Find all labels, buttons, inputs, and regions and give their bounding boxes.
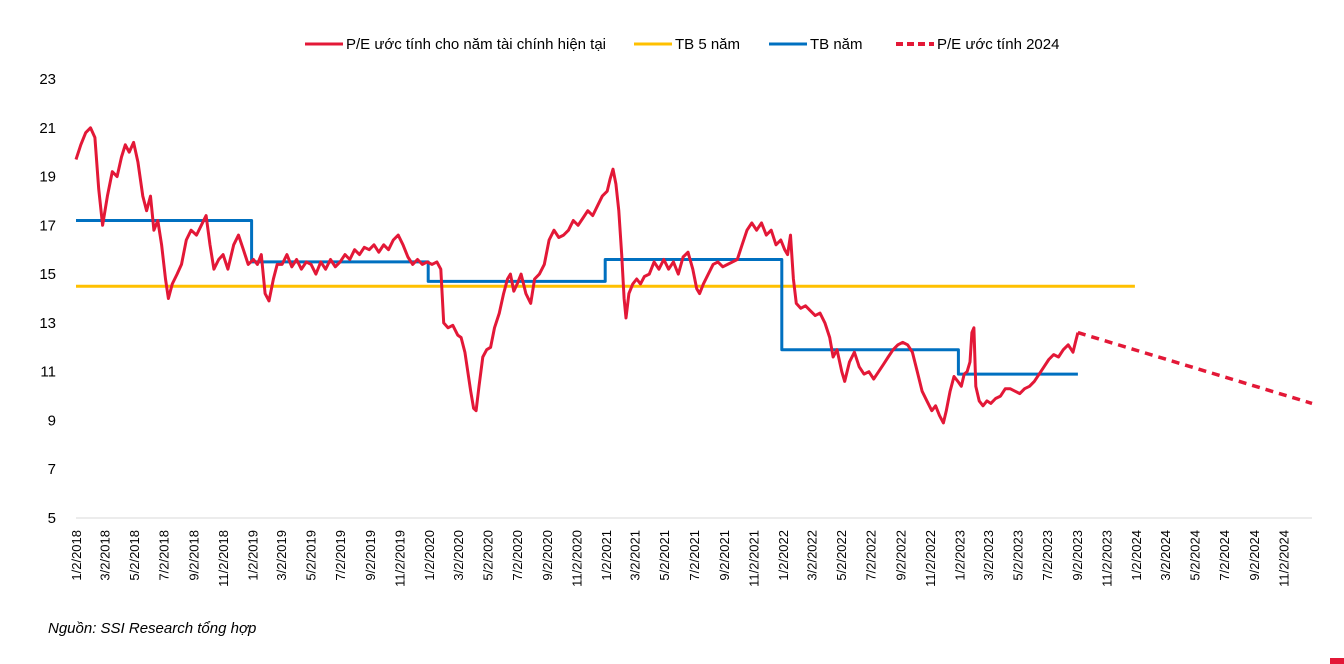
y-tick-label: 5	[48, 510, 56, 527]
x-tick-label: 1/2/2021	[599, 530, 614, 581]
x-tick-label: 11/2/2020	[570, 530, 585, 587]
x-tick-label: 9/2/2023	[1070, 530, 1085, 581]
x-tick-label: 1/2/2020	[422, 530, 437, 581]
x-tick-label: 9/2/2021	[717, 530, 732, 581]
x-tick-label: 7/2/2024	[1217, 530, 1232, 581]
x-tick-label: 7/2/2021	[687, 530, 702, 581]
x-tick-label: 9/2/2019	[363, 530, 378, 581]
x-tick-label: 5/2/2021	[657, 530, 672, 581]
legend-label: TB 5 năm	[675, 36, 740, 53]
y-axis: 5 7 9 11 13 15 17 19 21 23	[39, 71, 1312, 527]
x-tick-label: 1/2/2023	[952, 530, 967, 581]
x-tick-label: 3/2/2019	[274, 530, 289, 581]
series-line-3	[1077, 330, 1313, 406]
x-tick-label: 1/2/2022	[776, 530, 791, 581]
y-tick-label: 21	[39, 120, 56, 137]
plot-area	[74, 126, 1313, 425]
x-tick-label: 7/2/2022	[863, 530, 878, 581]
x-tick-label: 3/2/2020	[451, 530, 466, 581]
y-tick-label: 11	[40, 364, 56, 381]
x-tick-label: 7/2/2023	[1040, 530, 1055, 581]
x-tick-label: 7/2/2020	[510, 530, 525, 581]
x-tick-label: 5/2/2024	[1187, 530, 1202, 581]
x-tick-label: 7/2/2019	[333, 530, 348, 581]
x-tick-label: 1/2/2019	[246, 530, 261, 581]
y-tick-label: 23	[39, 71, 56, 88]
x-tick-label: 3/2/2022	[804, 530, 819, 581]
brand-corner-mark	[1330, 658, 1344, 664]
x-tick-label: 5/2/2022	[834, 530, 849, 581]
x-tick-label: 5/2/2020	[481, 530, 496, 581]
x-tick-label: 11/2/2024	[1276, 530, 1291, 587]
x-tick-label: 11/2/2023	[1099, 530, 1114, 587]
x-tick-label: 9/2/2020	[540, 530, 555, 581]
x-tick-label: 9/2/2022	[893, 530, 908, 581]
legend-label: TB năm	[810, 36, 863, 53]
legend-label: P/E ước tính cho năm tài chính hiện tại	[346, 36, 606, 53]
x-tick-label: 11/2/2021	[746, 530, 761, 587]
series-line-2	[76, 219, 1078, 376]
x-axis: 1/2/2018 3/2/2018 5/2/2018 7/2/2018 9/2/2018…	[69, 530, 1291, 587]
x-tick-label: 9/2/2024	[1247, 530, 1262, 581]
legend-label: P/E ước tính 2024	[937, 36, 1059, 53]
x-tick-label: 1/2/2018	[69, 530, 84, 581]
x-tick-label: 5/2/2023	[1010, 530, 1025, 581]
source-note: Nguồn: SSI Research tổng hợp	[48, 620, 257, 637]
y-tick-label: 19	[39, 169, 56, 186]
series-line-0	[74, 126, 1080, 425]
x-tick-label: 5/2/2019	[304, 530, 319, 581]
x-tick-label: 1/2/2024	[1129, 530, 1144, 581]
x-tick-label: 11/2/2019	[393, 530, 408, 587]
y-tick-label: 13	[39, 315, 56, 332]
x-tick-label: 11/2/2018	[216, 530, 231, 587]
y-tick-label: 15	[39, 266, 56, 283]
y-tick-label: 7	[48, 461, 56, 478]
legend: P/E ước tính cho năm tài chính hiện tại T…	[305, 36, 1059, 53]
x-tick-label: 7/2/2018	[157, 530, 172, 581]
x-tick-label: 11/2/2022	[923, 530, 938, 587]
x-tick-label: 3/2/2021	[628, 530, 643, 581]
x-tick-label: 5/2/2018	[127, 530, 142, 581]
y-tick-label: 17	[39, 217, 56, 234]
x-tick-label: 3/2/2023	[981, 530, 996, 581]
x-tick-label: 9/2/2018	[187, 530, 202, 581]
x-tick-label: 3/2/2018	[98, 530, 113, 581]
y-tick-label: 9	[48, 412, 56, 429]
x-tick-label: 3/2/2024	[1158, 530, 1173, 581]
